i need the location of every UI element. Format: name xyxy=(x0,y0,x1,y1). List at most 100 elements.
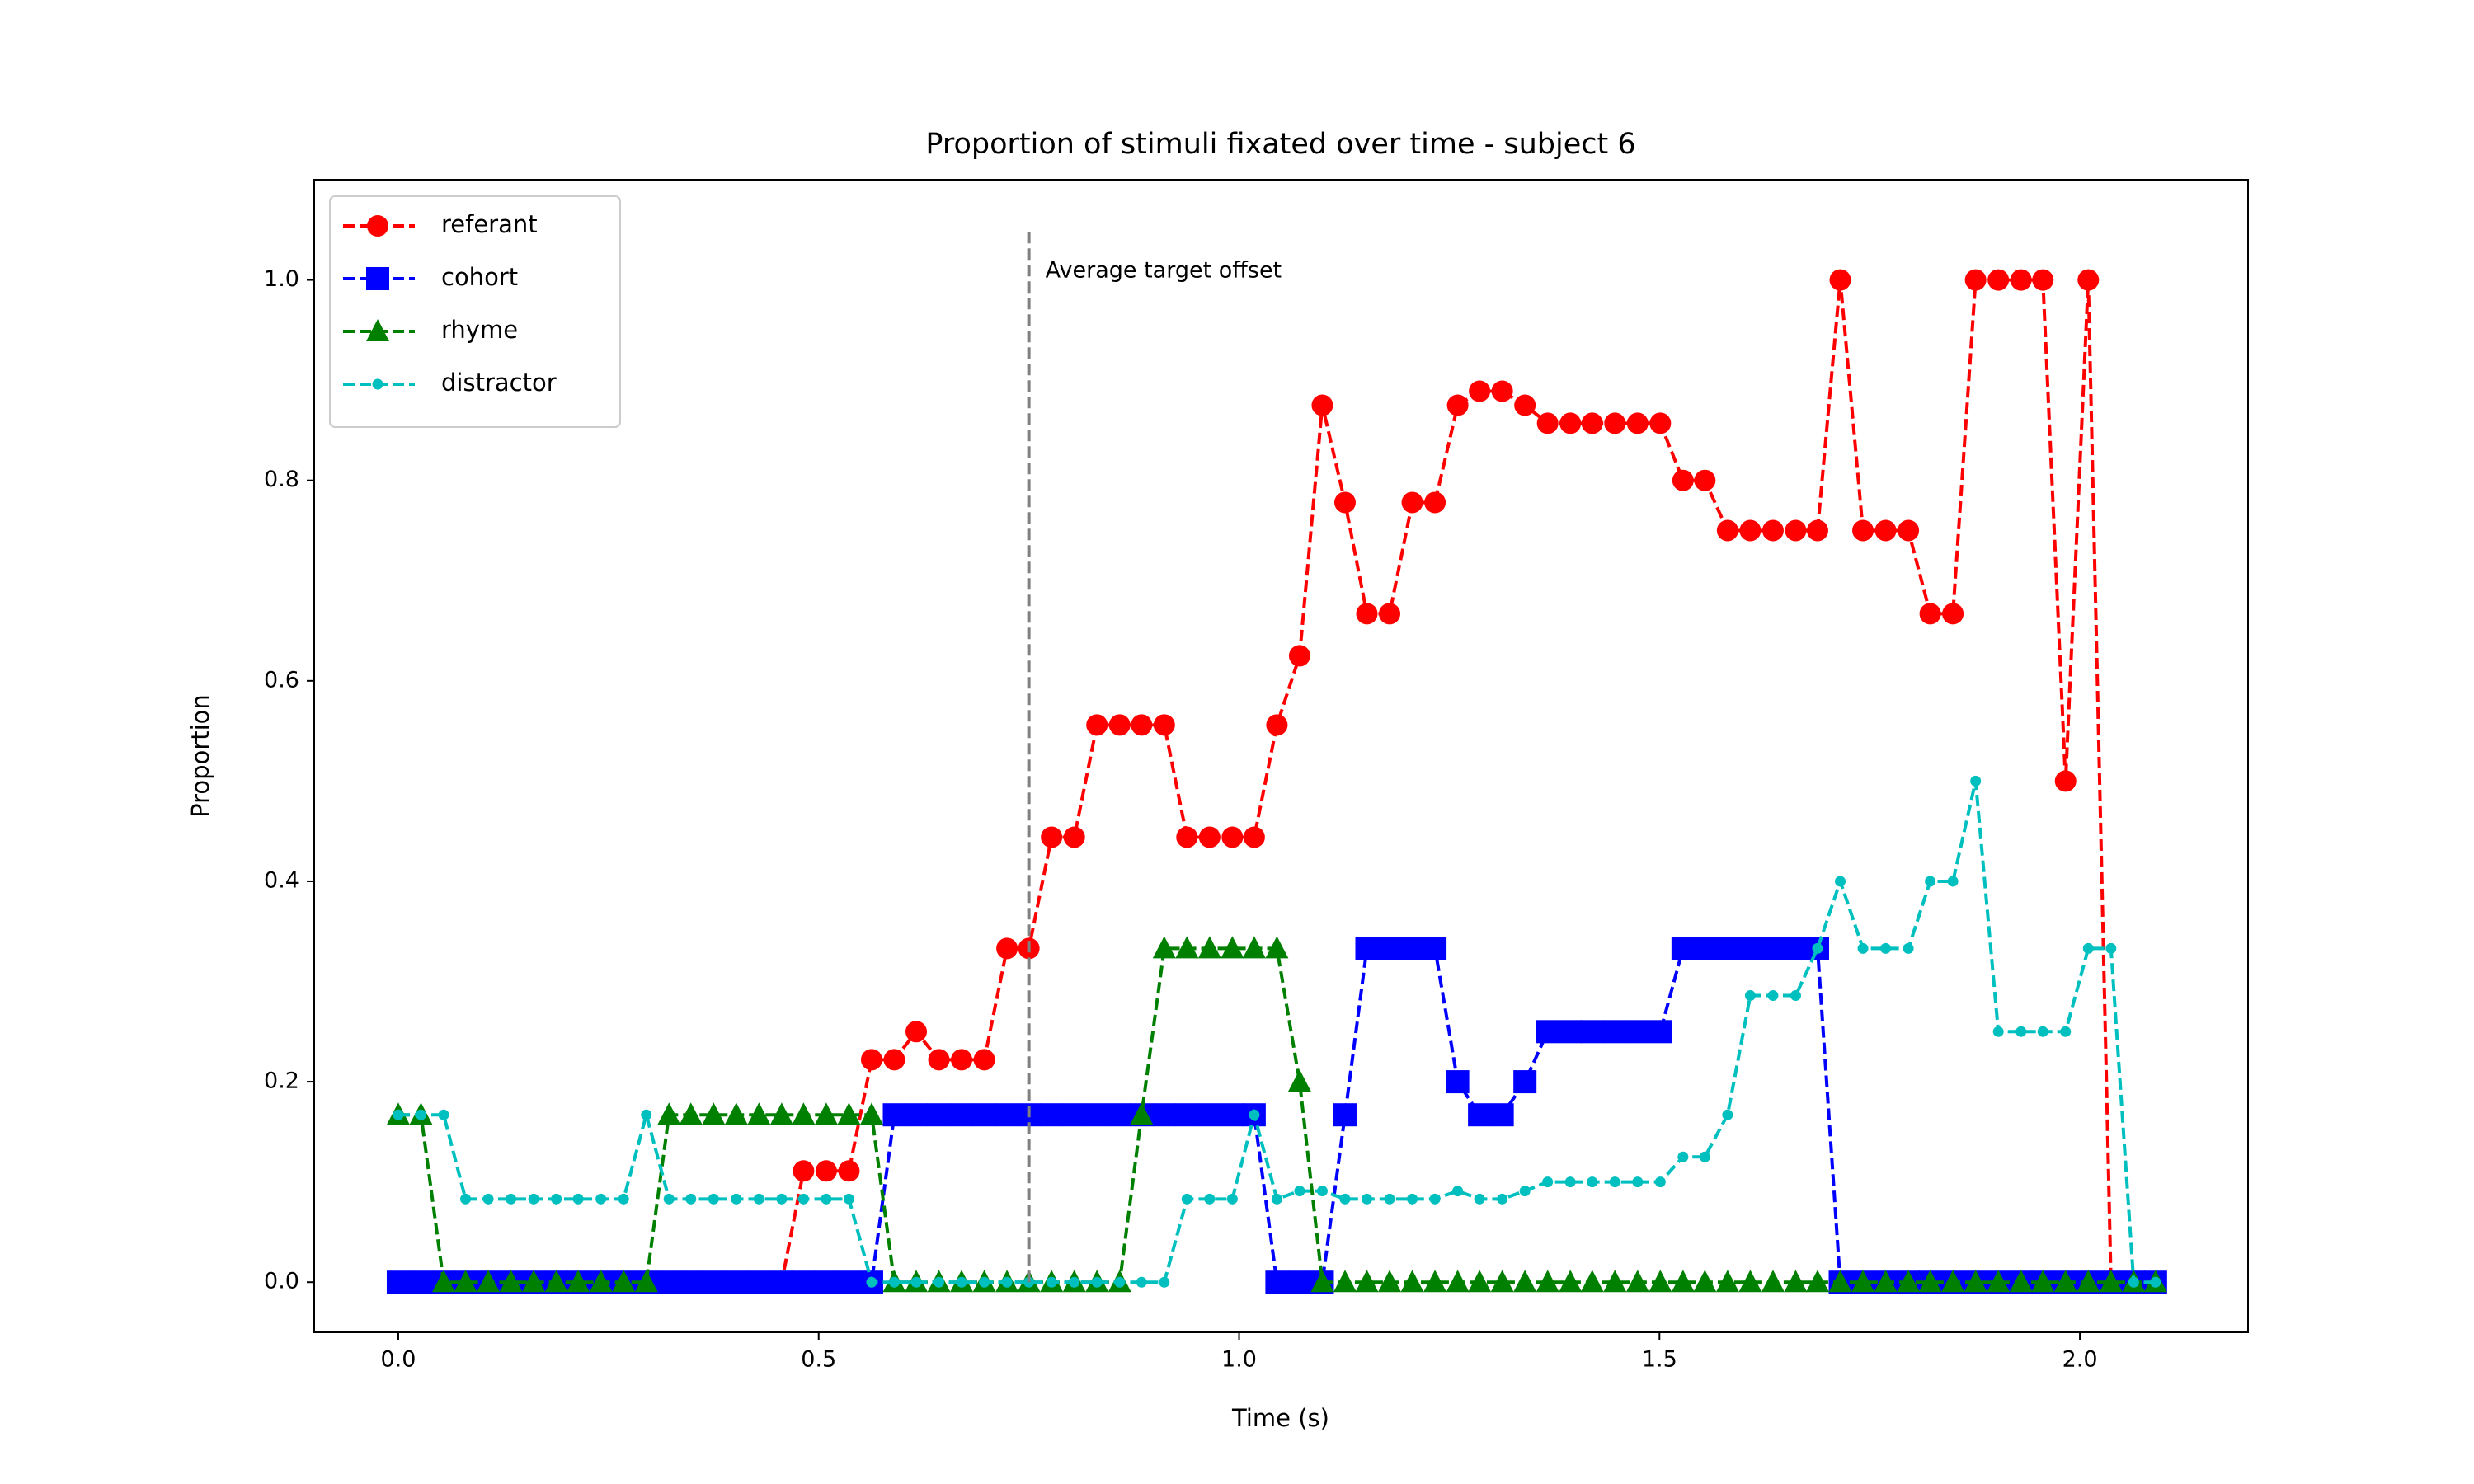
data-point xyxy=(551,1193,562,1205)
data-point xyxy=(702,1270,726,1294)
data-point xyxy=(641,1109,652,1120)
data-point xyxy=(482,1193,494,1205)
data-point xyxy=(1744,990,1756,1002)
data-point xyxy=(1384,1193,1395,1205)
data-point xyxy=(1761,1270,1785,1293)
data-point xyxy=(1559,1270,1583,1293)
data-point xyxy=(1198,826,1221,848)
x-axis-label: Time (s) xyxy=(1231,1404,1329,1432)
data-point xyxy=(1204,1193,1216,1205)
data-point xyxy=(2077,1270,2100,1293)
data-point xyxy=(372,378,383,390)
data-point xyxy=(1581,412,1603,434)
data-point xyxy=(1761,937,1785,960)
data-point xyxy=(1857,942,1869,954)
data-point xyxy=(1693,1270,1717,1293)
data-point xyxy=(1221,826,1244,848)
data-point xyxy=(1316,1186,1328,1197)
y-tick-label: 1.0 xyxy=(264,266,299,292)
data-point xyxy=(1490,1270,1514,1293)
data-point xyxy=(1400,937,1424,960)
data-point xyxy=(1311,394,1333,416)
data-point xyxy=(927,1103,951,1127)
data-point xyxy=(792,1270,816,1294)
data-point xyxy=(956,1276,967,1288)
x-tick-label: 1.5 xyxy=(1642,1347,1677,1373)
data-point xyxy=(708,1193,719,1205)
data-point xyxy=(792,1102,816,1125)
data-point xyxy=(843,1193,854,1205)
data-point xyxy=(477,1270,501,1293)
data-point xyxy=(612,1270,636,1293)
data-point xyxy=(1970,775,1982,787)
data-point xyxy=(1243,826,1265,848)
data-point xyxy=(1401,491,1423,514)
data-point xyxy=(905,1021,928,1043)
data-point xyxy=(972,1103,996,1127)
data-point xyxy=(1654,1176,1666,1188)
data-point xyxy=(1626,412,1649,434)
data-point xyxy=(928,1049,950,1071)
data-point xyxy=(1069,1276,1080,1288)
data-point xyxy=(882,1103,906,1127)
data-point xyxy=(1356,603,1378,625)
data-point xyxy=(657,1270,681,1294)
data-point xyxy=(2009,1270,2033,1293)
data-point xyxy=(1108,1103,1131,1127)
data-point xyxy=(1880,942,1892,954)
data-point xyxy=(731,1193,742,1205)
data-point xyxy=(1625,1270,1649,1293)
data-point xyxy=(1446,1270,1470,1293)
data-point xyxy=(1491,380,1513,402)
data-point xyxy=(1446,394,1469,416)
x-tick-label: 1.0 xyxy=(1221,1347,1257,1373)
data-point xyxy=(1197,1103,1221,1127)
data-point xyxy=(934,1276,945,1288)
data-point xyxy=(1587,1176,1598,1188)
data-point xyxy=(1355,1270,1379,1293)
data-point xyxy=(776,1193,788,1205)
data-point xyxy=(1897,1270,1921,1293)
plot-area xyxy=(386,229,2167,1294)
legend-box xyxy=(329,195,621,428)
data-point xyxy=(838,1160,860,1182)
data-point xyxy=(995,1103,1019,1127)
data-point xyxy=(1559,1020,1583,1044)
data-point xyxy=(1468,1103,1492,1127)
data-point xyxy=(1221,936,1244,959)
data-point xyxy=(1046,1276,1057,1288)
data-point xyxy=(979,1276,990,1288)
data-point xyxy=(1136,1276,1147,1288)
x-tick-label: 2.0 xyxy=(2062,1347,2098,1373)
data-point xyxy=(860,1049,882,1071)
data-point xyxy=(1835,876,1846,887)
data-point xyxy=(1063,826,1085,848)
data-point xyxy=(1378,937,1402,960)
data-point xyxy=(1181,1193,1192,1205)
data-point xyxy=(1242,936,1266,959)
data-point xyxy=(1603,1020,1627,1044)
data-point xyxy=(1085,1103,1109,1127)
data-point xyxy=(1632,1176,1644,1188)
data-point xyxy=(1964,269,1987,291)
data-point xyxy=(1091,1276,1103,1288)
data-point xyxy=(793,1160,815,1182)
data-point xyxy=(1564,1176,1576,1188)
data-point xyxy=(409,1270,433,1294)
data-point xyxy=(1580,1270,1604,1293)
data-point xyxy=(1379,603,1401,625)
data-point xyxy=(2077,269,2100,291)
data-point xyxy=(1152,936,1176,959)
y-tick-label: 0.0 xyxy=(264,1269,299,1294)
data-point xyxy=(679,1102,703,1125)
data-point xyxy=(366,319,389,341)
data-point xyxy=(1266,714,1288,736)
data-point xyxy=(1452,1186,1464,1197)
data-point xyxy=(1333,1270,1357,1293)
data-point xyxy=(2054,770,2077,792)
data-point xyxy=(2082,942,2094,954)
data-point xyxy=(2150,1276,2161,1288)
data-point xyxy=(679,1270,703,1294)
data-point xyxy=(1490,1103,1514,1127)
data-point xyxy=(753,1193,764,1205)
